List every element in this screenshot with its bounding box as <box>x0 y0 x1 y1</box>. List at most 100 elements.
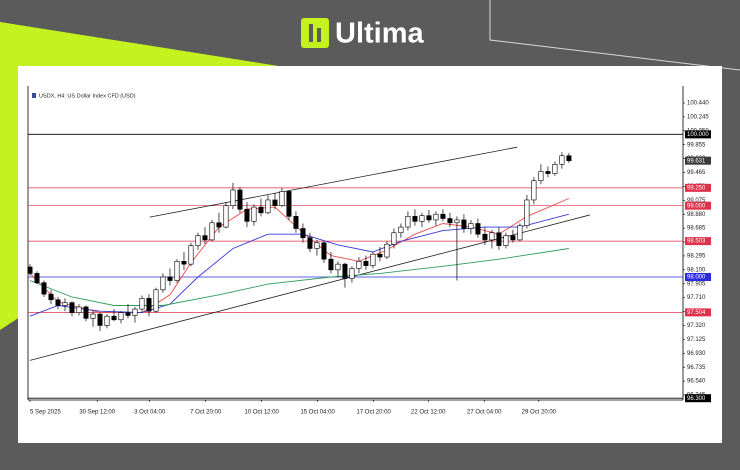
candle-body <box>356 260 362 269</box>
candle-body <box>265 199 271 214</box>
chart-title: USDX, H4: US Dollar Index CFD (USD) <box>39 93 136 99</box>
candle-body <box>566 155 572 162</box>
y-tick-label: 98.880 <box>687 212 706 218</box>
candle-body <box>552 164 558 174</box>
candle-body <box>391 232 397 245</box>
x-tick-label: 5 Sep 2025 <box>30 410 61 416</box>
candle-body <box>258 206 264 214</box>
candle-body <box>384 243 390 258</box>
y-tick-label: 97.125 <box>687 337 706 343</box>
candle-body <box>55 299 61 306</box>
candle-body <box>517 225 523 241</box>
candle-body <box>181 260 187 265</box>
candle-body <box>524 199 530 226</box>
candle-body <box>153 289 159 312</box>
candle-body <box>48 293 54 301</box>
candle-body <box>531 180 537 201</box>
candle-body <box>482 233 488 241</box>
candle-body <box>286 191 292 217</box>
candle-body <box>314 242 320 249</box>
x-tick-label: 15 Oct 04:00 <box>300 410 335 416</box>
level-label: 97.504 <box>687 310 706 316</box>
candle-body <box>202 235 208 241</box>
x-tick-label: 29 Oct 20:00 <box>522 410 557 416</box>
x-tick-label: 7 Oct 20:00 <box>190 410 222 416</box>
candle-body <box>307 237 313 249</box>
candle-body <box>538 171 544 182</box>
decor-line <box>489 0 740 71</box>
candle-body <box>76 306 82 313</box>
y-tick-label: 97.320 <box>687 323 706 329</box>
level-label: 100.000 <box>687 132 709 138</box>
brand: Ultima <box>335 18 425 50</box>
candle-body <box>279 191 285 206</box>
level-label: 96.300 <box>687 396 706 402</box>
candle-body <box>412 216 418 222</box>
candle-body <box>244 208 250 222</box>
logo-icon <box>301 18 329 48</box>
candle-body <box>419 215 425 222</box>
candle-body <box>223 205 229 228</box>
candle-body <box>335 263 341 271</box>
candle-body <box>370 253 376 266</box>
x-tick-label: 22 Oct 12:00 <box>411 410 446 416</box>
logo: Ultima <box>301 18 425 50</box>
candle-body <box>426 215 432 221</box>
level-label: 99.250 <box>687 185 706 191</box>
moving-average <box>29 248 569 306</box>
level-label: 98.000 <box>687 275 706 281</box>
candle-body <box>405 216 411 228</box>
level-tag <box>685 130 711 139</box>
y-tick-label: 97.905 <box>687 281 706 287</box>
candle-body <box>118 312 124 321</box>
candle-body <box>349 268 355 279</box>
candle-body <box>195 235 201 246</box>
candle-body <box>447 218 453 224</box>
chart-panel <box>18 66 722 443</box>
candle-body <box>216 222 222 228</box>
candle-body <box>321 242 327 260</box>
candle-body <box>174 260 180 281</box>
y-tick-label: 99.075 <box>687 198 706 204</box>
candle-body <box>496 232 502 246</box>
x-tick-label: 30 Sep 12:00 <box>79 410 115 416</box>
candle-body <box>328 258 334 271</box>
x-tick-label: 17 Oct 20:00 <box>356 410 391 416</box>
trendline <box>149 146 518 218</box>
candle-body <box>398 226 404 234</box>
y-tick-label: 96.735 <box>687 365 706 371</box>
candle-body <box>363 260 369 266</box>
plot: USDX, H4: US Dollar Index CFD (USD) <box>32 93 136 99</box>
candle-body <box>132 308 138 316</box>
candle-body <box>468 223 474 229</box>
price-tag-label: 99.631 <box>687 158 706 164</box>
x-tick-label: 10 Oct 12:00 <box>244 410 279 416</box>
y-tick-label: 96.930 <box>687 351 706 357</box>
candle-body <box>209 222 215 241</box>
level-tag <box>685 237 711 246</box>
price-tag <box>685 156 711 165</box>
candle-body <box>167 276 173 281</box>
y-tick-label: 98.685 <box>687 226 706 232</box>
candle-body <box>90 313 96 319</box>
candle-body <box>27 266 33 274</box>
logo-icon-bar <box>317 28 321 42</box>
candle-body <box>293 216 299 229</box>
level-tag <box>685 272 711 281</box>
candle-body <box>34 273 40 283</box>
candle-body <box>83 306 89 319</box>
candle-body <box>146 298 152 312</box>
y-tick-label: 100.440 <box>687 101 709 107</box>
candle-body <box>475 223 481 235</box>
candle-body <box>69 302 75 313</box>
candle-body <box>160 276 166 291</box>
candle-body <box>300 228 306 239</box>
y-tick-label: 97.710 <box>687 295 706 301</box>
level-label: 98.503 <box>687 239 706 245</box>
candle-body <box>272 199 278 206</box>
candle-body <box>510 235 516 241</box>
level-tag <box>685 308 711 317</box>
y-tick-label: 96.540 <box>687 379 706 385</box>
candle-body <box>237 189 243 210</box>
